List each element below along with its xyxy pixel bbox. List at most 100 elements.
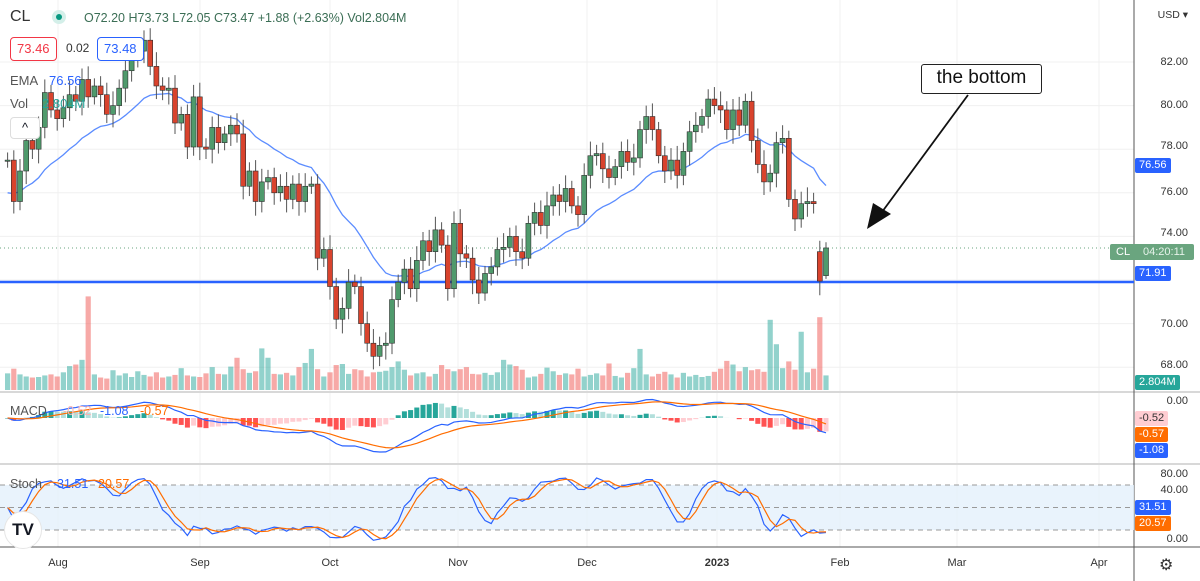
macd-histogram-bar: [811, 418, 817, 428]
macd-tick: 0.00: [1166, 395, 1188, 407]
volume-bar: [823, 375, 829, 390]
volume-bar: [11, 368, 17, 390]
volume-bar: [532, 376, 538, 390]
candle: [277, 174, 284, 202]
candle-body: [494, 249, 501, 268]
candle-body: [54, 109, 61, 119]
macd-histogram-bar: [370, 418, 376, 428]
candle: [221, 126, 228, 151]
candle: [296, 173, 302, 216]
candle: [587, 141, 594, 189]
candle-body: [320, 249, 327, 259]
volume-bar: [408, 375, 414, 390]
macd-histogram-bar: [60, 411, 66, 418]
volume-bar: [135, 371, 141, 390]
annotation-arrow-head: [867, 203, 891, 229]
volume-bar: [5, 373, 11, 390]
candle-body: [655, 129, 662, 157]
macd-histogram-bar: [662, 418, 668, 420]
volume-bar: [327, 372, 333, 390]
volume-bar: [513, 366, 519, 390]
macd-legend-signal: -0.57: [140, 404, 169, 418]
collapse-legend-button[interactable]: ^: [10, 117, 40, 139]
volume-bar: [246, 372, 252, 390]
macd-histogram-bar: [643, 413, 649, 418]
candle: [283, 172, 290, 213]
macd-histogram-bar: [432, 402, 438, 418]
candle-body: [785, 138, 792, 200]
candle: [779, 125, 786, 154]
stoch-legend-k: 31.51: [57, 477, 89, 491]
macd-histogram-bar: [383, 418, 389, 425]
candle-body: [643, 116, 650, 130]
candle: [444, 235, 451, 301]
volume-bar: [147, 376, 153, 390]
candle-body: [246, 170, 253, 187]
candle: [730, 99, 736, 144]
volume-bar: [488, 374, 494, 390]
macd-histogram-bar: [631, 415, 637, 418]
macd-histogram-bar: [178, 418, 184, 425]
candle-body: [128, 59, 135, 72]
stoch-legend-label[interactable]: Stoch: [10, 477, 42, 491]
macd-histogram-bar: [668, 418, 674, 421]
volume-bar: [160, 377, 166, 390]
settings-gear-icon[interactable]: ⚙: [1159, 557, 1174, 574]
candle-body: [190, 96, 197, 148]
candle: [358, 276, 364, 336]
volume-bar: [550, 371, 556, 390]
candle: [153, 52, 160, 100]
candle-body: [736, 109, 743, 126]
candle-body: [339, 308, 346, 320]
annotation-callout[interactable]: the bottom: [921, 64, 1042, 94]
macd-histogram-bar: [129, 415, 135, 418]
candle-body: [48, 92, 54, 111]
vol-legend-label[interactable]: Vol: [10, 96, 29, 111]
candle-body: [444, 244, 451, 290]
candle: [761, 150, 767, 195]
candle-body: [624, 151, 631, 163]
macd-histogram-bar: [674, 418, 680, 423]
volume-bar: [358, 370, 364, 390]
candle: [426, 229, 433, 266]
volume-bar: [581, 376, 587, 390]
candle: [215, 114, 222, 154]
macd-histogram-bar: [445, 407, 451, 418]
macd-histogram-bar: [209, 418, 215, 427]
volume-bar: [804, 372, 810, 390]
candle: [792, 189, 798, 231]
candle-body: [730, 109, 736, 130]
candle: [407, 257, 414, 298]
stoch-tick: 0.00: [1166, 533, 1188, 545]
macd-legend-label[interactable]: MACD: [10, 404, 47, 418]
volume-bar: [284, 372, 290, 390]
candle: [178, 106, 184, 131]
macd-histogram-bar: [234, 418, 240, 423]
macd-histogram-bar: [184, 418, 190, 428]
candle-body: [692, 124, 699, 133]
volume-bar: [798, 331, 804, 390]
volume-bar: [494, 372, 500, 390]
candle-body: [389, 299, 395, 344]
macd-histogram-bar: [364, 418, 370, 427]
volume-bar: [470, 373, 476, 390]
macd-histogram-bar: [11, 418, 17, 421]
tradingview-logo[interactable]: TV: [4, 511, 42, 549]
candle-body: [544, 205, 550, 226]
candle: [4, 152, 11, 168]
last-price-badge: CL 04:20:11: [1110, 244, 1194, 260]
volume-bar: [625, 372, 631, 390]
symbol-label[interactable]: CL: [10, 8, 31, 25]
sell-button[interactable]: 73.46: [10, 37, 57, 61]
candle: [320, 237, 327, 267]
volume-bar: [687, 376, 693, 390]
currency-selector[interactable]: USD ▾: [1157, 9, 1188, 21]
candle: [742, 93, 749, 133]
volume-bar: [122, 373, 128, 390]
macd-histogram-bar: [488, 415, 494, 418]
volume-bar: [271, 373, 277, 390]
buy-button[interactable]: 73.48: [97, 37, 144, 61]
candle-body: [41, 92, 48, 128]
ema-legend-label[interactable]: EMA: [10, 73, 39, 88]
